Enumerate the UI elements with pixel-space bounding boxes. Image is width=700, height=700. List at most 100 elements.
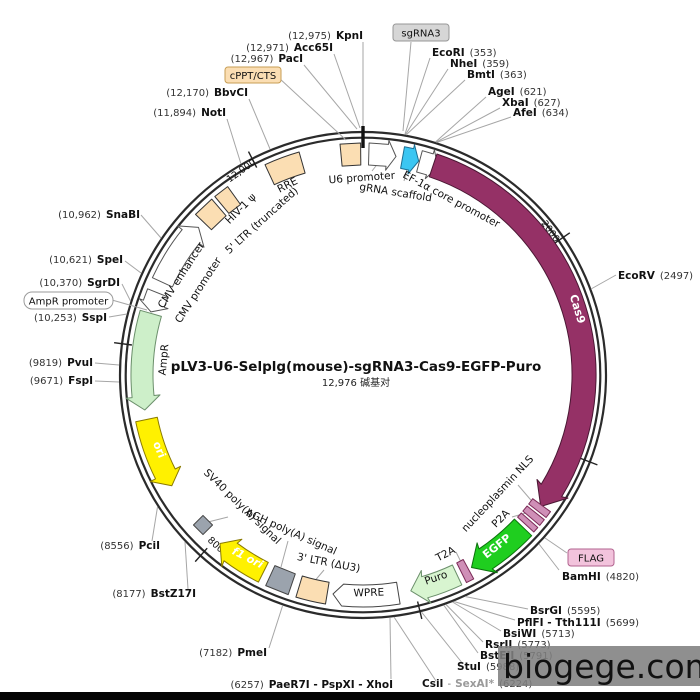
enzyme-name: EcoRV: [618, 270, 656, 282]
enzyme-name: BbvCI: [214, 87, 248, 99]
enzyme-name: KpnI: [336, 30, 363, 42]
enzyme-pos: (12,967): [231, 54, 274, 65]
enzyme-pos: (8556): [100, 541, 133, 552]
enzyme-name: PflFI - Tth111I: [517, 617, 601, 629]
enzyme-pos: (634): [542, 108, 569, 119]
flag-label: FLAG: [578, 554, 604, 565]
leader-sspi: [108, 313, 128, 318]
enzyme-name: BmtI: [467, 69, 495, 81]
leader-bsteii: [443, 605, 479, 654]
u6-promoter-label: U6 promoter: [328, 170, 396, 187]
leader-bgh-label: [280, 540, 289, 568]
leader-bstz17i: [184, 541, 189, 590]
hiv1-psi-box: [214, 186, 241, 214]
tick-6000: [416, 601, 423, 620]
enzyme-pos: (5773): [517, 640, 550, 651]
enzyme-name: PciI: [139, 540, 160, 552]
enzyme-pos: (9671): [30, 376, 63, 387]
enzyme-name: BsrGI: [530, 605, 562, 617]
features: [125, 139, 597, 608]
enzyme-separator: -: [447, 679, 451, 690]
boxed-labels: sgRNA3 cPPT/CTS AmpR promoter FLAG: [23, 23, 615, 567]
enzyme-name: NheI: [450, 58, 477, 70]
grna-scaffold-arrow: [400, 144, 420, 175]
leader-acc65i: [333, 53, 361, 129]
cppt-cts-label-box: [224, 66, 282, 84]
wpre-label: WPRE: [353, 586, 384, 599]
enzyme-pos: (10,370): [39, 278, 82, 289]
enzyme-label-bstz17i: (8177) BstZ17I: [112, 588, 196, 600]
enzyme-label-ecorv: EcoRV (2497): [618, 270, 693, 282]
leader-pflfi: [453, 601, 516, 621]
enzyme-pos: (5713): [541, 629, 574, 640]
enzyme-pos: (5699): [606, 618, 639, 629]
ori-label: ori: [150, 439, 168, 459]
enzyme-label-fspi: (9671) FspI: [30, 375, 93, 387]
leader-afei: [436, 116, 512, 143]
enzyme-pos: (11,894): [153, 108, 196, 119]
enzyme-pos: (4820): [606, 572, 639, 583]
enzyme-name: NotI: [201, 107, 226, 119]
enzyme-pos: (627): [534, 98, 561, 109]
plasmid-title: pLV3-U6-Selplg(mouse)-sgRNA3-Cas9-EGFP-P…: [171, 359, 541, 375]
enzyme-labels-left: (12,975) KpnI (12,971) Acc65I (12,967) PacI…: [29, 30, 393, 691]
enzyme-pos: (359): [482, 59, 509, 70]
enzyme-alt-name: SexAI*: [455, 678, 494, 690]
enzyme-pos: (10,962): [58, 210, 101, 221]
enzyme-name: AfeI: [513, 107, 537, 119]
plasmid-size: 12,976 碱基对: [322, 376, 390, 389]
leader-bsiwi: [452, 601, 502, 632]
ampr-label: AmpR: [157, 344, 172, 376]
leader-noti: [226, 118, 242, 165]
enzyme-name: Acc65I: [294, 42, 333, 54]
t2a-box: [456, 559, 475, 584]
leader-bamhi: [538, 543, 560, 571]
leader-bbvci: [248, 98, 271, 150]
ltr3-du3-box: [295, 575, 330, 605]
enzyme-name: SnaBI: [106, 209, 140, 221]
p2a-box: [522, 505, 545, 526]
enzyme-label-acc65i: (12,971) Acc65I: [246, 42, 333, 54]
leader-csii: [393, 616, 437, 682]
wpre-box: [332, 581, 401, 608]
enzyme-pos: (5595): [567, 606, 600, 617]
enzyme-name: SgrDI: [87, 277, 120, 289]
enzyme-pos: (6257): [231, 680, 264, 691]
flag-tag-box: [517, 512, 539, 533]
enzyme-label-snabi: (10,962) SnaBI: [58, 209, 140, 221]
enzyme-label-nhei: NheI (359): [450, 58, 509, 70]
enzyme-pos: (12,170): [166, 88, 209, 99]
enzyme-pos: (353): [470, 48, 497, 59]
enzyme-labels-right: EcoRI (353) NheI (359) BmtI (363) AgeI (621)…: [422, 47, 693, 690]
bottom-bar: [0, 692, 700, 700]
egfp-arrow: [471, 518, 533, 574]
leader-pmei: [268, 605, 283, 649]
ltr5-truncated-box: [195, 198, 227, 231]
enzyme-label-bbvci: (12,170) BbvCI: [166, 87, 248, 99]
leader-stui: [421, 611, 464, 665]
enzyme-label-pflfi-tth111i: PflFI - Tth111I (5699): [517, 617, 639, 629]
tick-2000: [554, 232, 571, 244]
leader-xbai: [435, 107, 501, 143]
enzyme-label-sgrdi: (10,370) SgrDI: [39, 277, 120, 289]
enzyme-label-paer7i-pspxi-xhoi: (6257) PaeR7I - PspXI - XhoI: [231, 679, 394, 691]
enzyme-name: PmeI: [237, 647, 267, 659]
leader-rsrii: [445, 604, 484, 643]
enzyme-pos: (10,253): [34, 313, 77, 324]
enzyme-name: StuI: [457, 661, 481, 673]
enzyme-pos: (2497): [660, 271, 693, 282]
enzyme-label-noti: (11,894) NotI: [153, 107, 226, 119]
enzyme-name: CsiI: [422, 678, 443, 690]
enzyme-name: BamHI: [562, 571, 601, 583]
enzyme-pos: (8177): [112, 589, 145, 600]
leader-spei: [124, 260, 142, 274]
u6-promoter-arrow: [368, 139, 397, 171]
enzyme-name: FspI: [68, 375, 93, 387]
leader-nhei: [405, 68, 449, 135]
leader-sv40-label: [207, 516, 229, 523]
enzyme-pos: (9819): [29, 358, 62, 369]
tick-8000: [194, 547, 208, 563]
leader-bsrgi: [464, 596, 529, 610]
enzyme-label-bsiwi: BsiWI (5713): [503, 628, 575, 640]
